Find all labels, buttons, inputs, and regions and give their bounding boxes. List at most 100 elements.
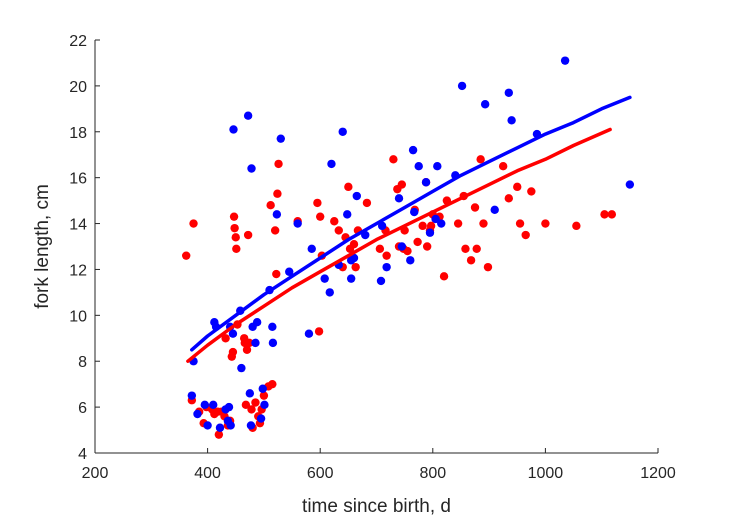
data-point-series-1 (313, 198, 322, 208)
data-point-series-2 (228, 329, 238, 338)
data-point-series-1 (472, 244, 481, 253)
data-point-series-1 (461, 244, 470, 253)
data-point-series-1 (351, 262, 360, 272)
data-point-series-1 (243, 230, 253, 240)
data-point-series-2 (304, 329, 314, 338)
y-tick-label: 22 (69, 33, 87, 50)
data-point-series-2 (431, 214, 440, 224)
data-point-series-1 (572, 221, 581, 231)
fit-line-1 (186, 127, 612, 363)
data-point-series-2 (285, 267, 294, 276)
y-tick-label: 12 (69, 262, 87, 279)
data-point-series-1 (541, 219, 550, 228)
data-point-series-2 (272, 210, 282, 219)
data-point-series-2 (343, 210, 352, 219)
data-point-series-2 (504, 88, 514, 97)
data-point-series-2 (247, 164, 256, 173)
x-tick-label: 400 (194, 465, 221, 482)
data-point-series-1 (382, 251, 391, 260)
data-point-series-2 (215, 423, 225, 432)
data-point-series-1 (182, 251, 191, 260)
data-point-series-1 (607, 210, 617, 219)
data-point-series-1 (330, 217, 339, 226)
data-point-series-1 (470, 203, 480, 212)
data-point-series-1 (344, 182, 353, 192)
data-point-series-1 (272, 269, 281, 279)
y-tick-label: 14 (69, 217, 87, 234)
data-point-series-1 (504, 194, 514, 203)
data-point-series-2 (251, 338, 260, 348)
data-point-series-2 (480, 100, 490, 109)
data-point-series-2 (229, 125, 238, 134)
data-point-series-1 (479, 219, 488, 228)
data-point-series-2 (425, 228, 435, 237)
y-tick-label: 18 (69, 125, 87, 142)
data-point-series-1 (389, 155, 398, 164)
data-point-series-1 (476, 155, 485, 164)
data-point-series-2 (377, 221, 387, 231)
data-point-series-1 (453, 219, 463, 228)
data-point-series-1 (498, 161, 508, 171)
data-point-series-1 (230, 223, 239, 233)
data-point-series-2 (625, 180, 635, 189)
data-point-series-1 (251, 398, 260, 407)
data-point-series-1 (314, 327, 324, 336)
data-point-series-1 (221, 334, 230, 343)
data-point-series-1 (241, 400, 251, 410)
x-tick-label: 800 (419, 465, 446, 482)
data-point-series-1 (231, 233, 240, 242)
data-point-series-1 (259, 391, 269, 400)
data-point-series-1 (418, 221, 427, 231)
data-point-series-1 (515, 219, 525, 228)
fit-line-2 (190, 95, 632, 352)
x-tick-label: 600 (307, 465, 334, 482)
x-axis-title: time since birth, d (302, 496, 451, 517)
data-point-series-1 (349, 240, 359, 249)
y-tick-label: 4 (78, 446, 87, 463)
data-point-series-2 (237, 363, 246, 373)
data-point-series-1 (397, 180, 407, 189)
data-point-series-2 (256, 414, 266, 423)
data-point-series-2 (346, 274, 356, 283)
data-point-series-2 (246, 421, 256, 430)
data-point-series-2 (406, 256, 415, 265)
data-point-series-2 (268, 322, 277, 332)
data-point-series-2 (410, 207, 419, 217)
data-point-series-2 (327, 159, 336, 169)
y-tick-label: 16 (69, 171, 87, 188)
y-tick-label: 6 (78, 400, 87, 417)
data-point-series-1 (228, 347, 238, 357)
data-point-series-2 (258, 384, 267, 393)
data-point-series-1 (214, 430, 224, 439)
data-point-series-2 (394, 194, 404, 203)
data-point-series-2 (226, 421, 235, 430)
x-tick-label: 1000 (528, 465, 564, 482)
data-point-series-2 (245, 389, 255, 398)
data-point-series-2 (268, 338, 278, 348)
data-point-series-2 (243, 111, 253, 120)
data-point-series-2 (414, 161, 423, 171)
data-point-series-2 (293, 219, 302, 228)
data-point-series-2 (433, 161, 442, 171)
data-point-series-1 (274, 159, 283, 169)
data-point-series-1 (229, 212, 239, 221)
points-layer (182, 56, 635, 439)
y-tick-label: 8 (78, 354, 87, 371)
data-point-series-1 (334, 226, 343, 235)
data-point-series-1 (362, 198, 372, 208)
y-ticks: 4 6 8 10 12 14 16 18 20 22 (69, 33, 100, 463)
data-point-series-1 (270, 226, 280, 235)
data-point-series-2 (325, 288, 334, 297)
y-axis-title: fork length, cm (32, 184, 53, 309)
x-tick-label: 200 (82, 465, 109, 482)
data-point-series-1 (232, 244, 241, 253)
data-point-series-2 (437, 219, 446, 228)
data-point-series-2 (320, 274, 329, 283)
data-point-series-1 (466, 256, 476, 265)
data-point-series-2 (260, 400, 269, 410)
fits-layer (186, 95, 632, 363)
data-point-series-2 (507, 116, 516, 125)
data-point-series-2 (352, 191, 361, 201)
data-point-series-1 (422, 242, 432, 251)
